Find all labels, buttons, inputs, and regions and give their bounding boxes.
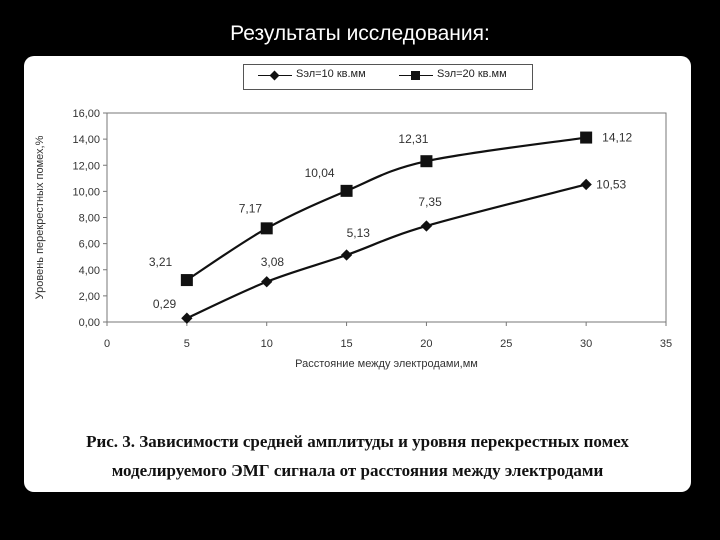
y-tick-label: 12,00 bbox=[72, 160, 100, 172]
figure-caption-line-2: моделируемого ЭМГ сигнала от расстояния … bbox=[111, 461, 604, 480]
x-tick-label: 25 bbox=[500, 338, 512, 350]
figure-panel: Sэл=10 кв.мм Sэл=20 кв.мм 0,00 2,00 4,00 6,… bbox=[24, 56, 691, 492]
data-point-square bbox=[580, 131, 593, 144]
x-tick-label: 20 bbox=[420, 338, 432, 350]
data-label: 10,53 bbox=[596, 177, 626, 191]
data-point-diamond bbox=[181, 312, 193, 324]
x-tick-label: 30 bbox=[580, 338, 592, 350]
line-chart: 0,00 2,00 4,00 6,00 8,00 10,00 12,00 14,00 16,00… bbox=[34, 108, 672, 370]
data-point-square bbox=[340, 184, 353, 197]
figure-caption-line-1: Рис. 3. Зависимости средней амплитуды и … bbox=[86, 432, 629, 451]
y-tick-label: 10,00 bbox=[72, 186, 100, 198]
legend-label-series-2: Sэл=20 кв.мм bbox=[437, 68, 507, 80]
data-label: 12,31 bbox=[398, 132, 428, 146]
x-tick-label: 10 bbox=[261, 338, 273, 350]
data-label: 7,17 bbox=[239, 201, 263, 215]
y-tick-label: 0,00 bbox=[79, 317, 100, 329]
x-tick-label: 35 bbox=[660, 338, 672, 350]
data-label: 10,04 bbox=[305, 166, 335, 180]
data-label: 5,13 bbox=[347, 226, 371, 240]
data-label: 0,29 bbox=[153, 297, 177, 311]
data-label: 14,12 bbox=[602, 131, 632, 145]
slide-title: Результаты исследования: bbox=[230, 22, 490, 45]
y-tick-label: 16,00 bbox=[72, 108, 100, 120]
y-axis-title: Уровень перекрестных помех,% bbox=[34, 135, 46, 299]
data-point-square bbox=[420, 155, 433, 168]
x-tick-label: 15 bbox=[340, 338, 352, 350]
data-point-square bbox=[180, 274, 193, 287]
y-tick-label: 6,00 bbox=[79, 239, 100, 251]
y-tick-label: 2,00 bbox=[79, 291, 100, 303]
data-label: 3,21 bbox=[149, 255, 173, 269]
x-tick-label: 0 bbox=[104, 338, 110, 350]
chart-legend: Sэл=10 кв.мм Sэл=20 кв.мм bbox=[243, 64, 533, 90]
data-label: 3,08 bbox=[261, 255, 285, 269]
data-label: 7,35 bbox=[418, 195, 442, 209]
data-point-diamond bbox=[261, 276, 273, 288]
data-point-diamond bbox=[420, 220, 433, 232]
y-tick-label: 14,00 bbox=[72, 134, 100, 146]
x-tick-label: 5 bbox=[184, 338, 190, 350]
x-axis-title: Расстояние между электродами,мм bbox=[295, 358, 478, 370]
data-point-square bbox=[260, 222, 273, 235]
data-point-diamond bbox=[580, 178, 592, 191]
y-tick-label: 8,00 bbox=[79, 213, 100, 225]
data-point-diamond bbox=[340, 249, 353, 261]
plot-area-frame bbox=[106, 112, 667, 323]
legend-label-series-1: Sэл=10 кв.мм bbox=[296, 68, 366, 80]
y-tick-label: 4,00 bbox=[79, 265, 100, 277]
legend-square-icon bbox=[411, 71, 420, 80]
